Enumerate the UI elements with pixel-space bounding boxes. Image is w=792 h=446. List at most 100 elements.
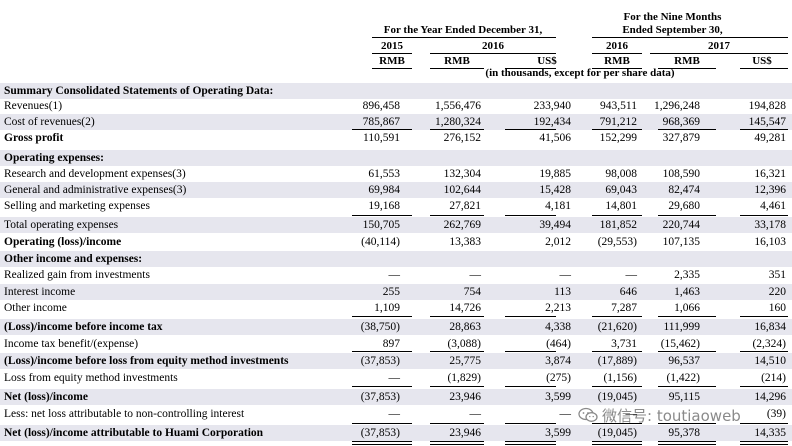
- cell-value: 3,599: [545, 427, 571, 439]
- single-underline: [505, 129, 556, 130]
- cell-value: 98,008: [605, 168, 637, 180]
- single-underline: [505, 215, 556, 216]
- cell-value: (37,853): [360, 391, 400, 403]
- single-underline: [430, 215, 484, 216]
- table-row: Summary Consolidated Statements of Opera…: [0, 83, 792, 99]
- double-underline: [658, 441, 716, 445]
- single-underline: [352, 351, 412, 352]
- single-underline: [430, 351, 484, 352]
- cell-value: (214): [761, 372, 786, 384]
- cell-value: 233,940: [533, 100, 571, 112]
- cell-value: 1,280,324: [435, 116, 481, 128]
- cell-value: 39,494: [539, 219, 571, 231]
- cell-value: (39): [766, 408, 786, 420]
- cell-value: 7,287: [611, 302, 637, 314]
- cell-value: 28,863: [449, 321, 481, 333]
- double-underline: [592, 441, 642, 445]
- cell-value: 4,181: [545, 200, 571, 212]
- row-label: Less: net loss attributable to non-contr…: [4, 408, 245, 420]
- cell-value: 145,547: [748, 116, 786, 128]
- cell-value: 2,213: [545, 302, 571, 314]
- table-row: General and administrative expenses(3) 69…: [0, 182, 792, 198]
- cell-value: (17,889): [597, 355, 637, 367]
- cell-value: —: [388, 372, 401, 384]
- cell-value: 132,304: [443, 168, 481, 180]
- row-label: General and administrative expenses(3): [4, 184, 187, 196]
- table-row: Cost of revenues(2) 785,867 1,280,324 192,4…: [0, 114, 792, 130]
- header-rule-nine-months: [592, 37, 788, 38]
- cell-value: (38,750): [360, 321, 400, 333]
- cell-value: (2,324): [752, 338, 786, 350]
- cell-value: (40,114): [361, 236, 400, 248]
- row-label: Realized gain from investments: [4, 269, 150, 281]
- single-underline: [592, 316, 642, 317]
- nine-months-header-line2: Ended September 30,: [622, 24, 723, 36]
- single-underline: [430, 386, 484, 387]
- cell-value: —: [388, 408, 401, 420]
- cell-value: 96,537: [668, 355, 700, 367]
- cell-value: 1,109: [374, 302, 400, 314]
- table-row: Net (loss)/income (37,853) 23,946 3,599 (19,…: [0, 389, 792, 405]
- cell-value: —: [559, 408, 572, 420]
- cell-value: (19,045): [597, 427, 637, 439]
- cell-value: (19,045): [597, 391, 637, 403]
- cur-rule-4: [592, 68, 642, 69]
- single-underline: [592, 423, 642, 424]
- cell-value: (15,462): [660, 338, 700, 350]
- cell-value: 113: [554, 286, 571, 298]
- currency-usd-9m-2017: US$: [752, 55, 772, 67]
- table-row: Total operating expenses 150,705 262,769 39…: [0, 217, 792, 233]
- table-row: Loss from equity method investments — (1,8…: [0, 370, 792, 386]
- cell-value: (29,553): [597, 236, 637, 248]
- cell-value: 16,103: [754, 236, 786, 248]
- row-label: Operating (loss)/income: [4, 236, 122, 248]
- cell-value: 14,801: [605, 200, 637, 212]
- cell-value: 15,428: [539, 184, 571, 196]
- row-label: (Loss)/income before income tax: [4, 321, 163, 333]
- cell-value: 1,556,476: [435, 100, 481, 112]
- cell-value: 4,338: [545, 321, 571, 333]
- cell-value: 255: [382, 286, 400, 298]
- cell-value: 13,383: [449, 236, 481, 248]
- cur-rule-6: [740, 68, 788, 69]
- row-label: Cost of revenues(2): [4, 116, 95, 128]
- single-underline: [505, 423, 556, 424]
- cell-value: (3,088): [447, 338, 481, 350]
- cell-value: 192,434: [533, 116, 571, 128]
- double-underline: [740, 441, 788, 445]
- cell-value: 3,599: [545, 391, 571, 403]
- single-underline: [658, 386, 716, 387]
- single-underline: [658, 351, 716, 352]
- cell-value: 69,984: [368, 184, 400, 196]
- row-label: Gross profit: [4, 132, 64, 144]
- table-row: Realized gain from investments — — — — 2,335 3…: [0, 267, 792, 283]
- cell-value: 14,726: [449, 302, 481, 314]
- cell-value: 41,506: [539, 132, 571, 144]
- cell-value: 19,885: [539, 168, 571, 180]
- currency-usd-2016: US$: [537, 55, 557, 67]
- row-label: Net (loss)/income: [4, 391, 88, 403]
- cell-value: 110,591: [363, 132, 400, 144]
- cell-value: —: [469, 269, 482, 281]
- rule-9m-2016: [592, 53, 642, 54]
- cur-rule-5: [658, 68, 716, 69]
- nine-months-2016: 2016: [606, 40, 628, 52]
- row-label: Operating expenses:: [4, 152, 104, 164]
- row-label: Net (loss)/income attributable to Huami …: [4, 427, 264, 439]
- single-underline: [658, 423, 716, 424]
- row-label: Income tax benefit/(expense): [4, 338, 139, 350]
- cell-value: 61,553: [368, 168, 400, 180]
- single-underline: [352, 386, 412, 387]
- table-row: Selling and marketing expenses 19,168 27,8…: [0, 198, 792, 214]
- cur-rule-1: [372, 68, 412, 69]
- cell-value: 69,043: [605, 184, 637, 196]
- cell-value: 14,510: [754, 355, 786, 367]
- table-row: Interest income 255 754 113 646 1,463 220: [0, 284, 792, 300]
- row-label: (Loss)/income before loss from equity me…: [4, 355, 289, 367]
- cell-value: (37,853): [360, 427, 400, 439]
- table-row: (Loss)/income before loss from equity me…: [0, 353, 792, 369]
- cell-value: 646: [619, 286, 637, 298]
- cell-value: 49,281: [754, 132, 786, 144]
- cell-value: 150,705: [362, 219, 400, 231]
- cell-value: 896,458: [362, 100, 400, 112]
